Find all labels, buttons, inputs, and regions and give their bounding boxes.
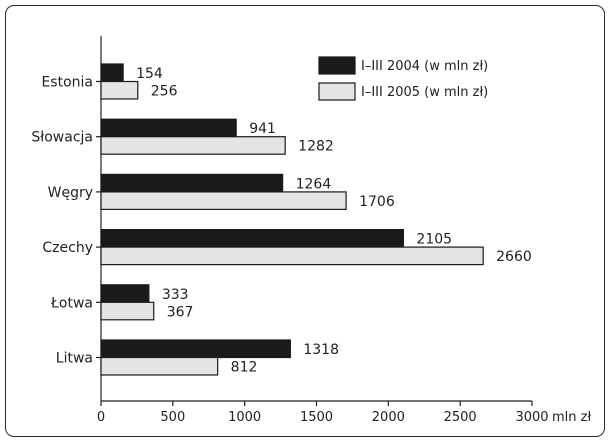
bar [100, 191, 347, 210]
bar-value-label: 333 [162, 287, 189, 303]
x-tick-label: 3000 [515, 410, 548, 425]
bar-value-label: 1318 [303, 342, 339, 358]
category-label: Słowacja [31, 130, 93, 146]
legend-label: I–III 2005 (w mln zł) [361, 85, 488, 100]
bar [100, 246, 484, 266]
bar [100, 118, 237, 138]
x-tick-label: 2500 [444, 410, 477, 425]
x-tick-label: 0 [97, 410, 105, 425]
x-tick-label: 1500 [300, 410, 333, 425]
bar-value-label: 2105 [416, 232, 452, 248]
bar [100, 301, 155, 321]
x-unit-label: mln zł [552, 410, 591, 425]
bar [100, 229, 405, 248]
x-tick-label: 2000 [372, 410, 405, 425]
legend-swatch [318, 82, 356, 101]
bar-value-label: 154 [136, 66, 163, 82]
legend-swatch [318, 56, 356, 75]
bar-value-label: 1706 [359, 194, 395, 210]
bar [100, 63, 124, 83]
bar [100, 356, 219, 376]
bar-value-label: 1264 [296, 176, 332, 192]
legend-label: I–III 2004 (w mln zł) [361, 59, 488, 74]
chart-frame: 0 500 1000 1500 2000 2500 3000 mln zł Estonia 154… [5, 5, 605, 437]
bar-chart: 0 500 1000 1500 2000 2500 3000 mln zł Estonia 154… [31, 36, 591, 425]
x-tick-label: 500 [160, 410, 185, 425]
category-label: Estonia [41, 75, 93, 91]
bar-value-label: 812 [231, 360, 258, 376]
x-tick-label: 1000 [228, 410, 261, 425]
category-label: Łotwa [50, 295, 93, 311]
bar [100, 173, 284, 193]
bar [100, 136, 286, 155]
category-label: Litwa [56, 351, 93, 367]
bar-value-label: 941 [249, 121, 276, 137]
bar [100, 284, 150, 303]
bar [100, 339, 291, 359]
bar-value-label: 1282 [298, 139, 334, 155]
bar-value-label: 2660 [496, 249, 532, 265]
bar-value-label: 367 [167, 304, 194, 320]
category-label: Czechy [42, 240, 93, 256]
bar [100, 80, 139, 100]
bar-value-label: 256 [151, 84, 178, 100]
category-label: Węgry [48, 185, 93, 201]
